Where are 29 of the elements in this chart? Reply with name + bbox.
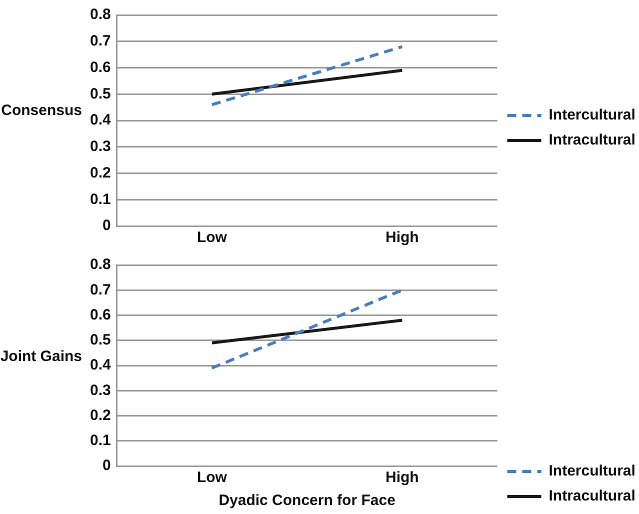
y-tick-label: 0.3 — [90, 382, 111, 399]
y-tick-label: 0.2 — [90, 164, 111, 182]
y-tick-label: 0.1 — [90, 190, 111, 208]
x-tick-label: Low — [196, 229, 228, 246]
y-tick-label: 0.3 — [90, 138, 111, 156]
y-tick-label: 0.6 — [90, 306, 111, 324]
y-tick-label: 0 — [102, 457, 111, 474]
legend-label: Intercultural — [548, 106, 636, 124]
x-tick-label: Low — [196, 469, 228, 486]
y-tick-label: 0.8 — [90, 256, 111, 274]
y-tick-label: 0.4 — [90, 356, 112, 374]
x-axis-title: Dyadic Concern for Face — [218, 492, 396, 510]
x-tick-label: High — [385, 229, 419, 246]
x-tick-label: High — [385, 469, 419, 486]
y-tick-label: 0.5 — [90, 332, 111, 349]
legend-label: Intracultural — [548, 488, 636, 505]
y-axis-title: Consensus — [0, 101, 83, 121]
y-tick-label: 0.7 — [90, 32, 111, 50]
legend-label: Intercultural — [548, 462, 636, 480]
y-axis-title: Joint Gains — [0, 347, 83, 367]
legend-label: Intracultural — [548, 132, 636, 149]
y-tick-label: 0.2 — [90, 406, 111, 424]
y-tick-label: 0.4 — [90, 112, 112, 129]
y-tick-label: 0.7 — [90, 281, 111, 298]
y-tick-label: 0.5 — [90, 85, 111, 102]
y-tick-label: 0.1 — [90, 432, 111, 450]
y-tick-label: 0.8 — [90, 6, 111, 24]
y-tick-label: 0.6 — [90, 58, 111, 76]
y-tick-label: 0 — [102, 217, 111, 234]
